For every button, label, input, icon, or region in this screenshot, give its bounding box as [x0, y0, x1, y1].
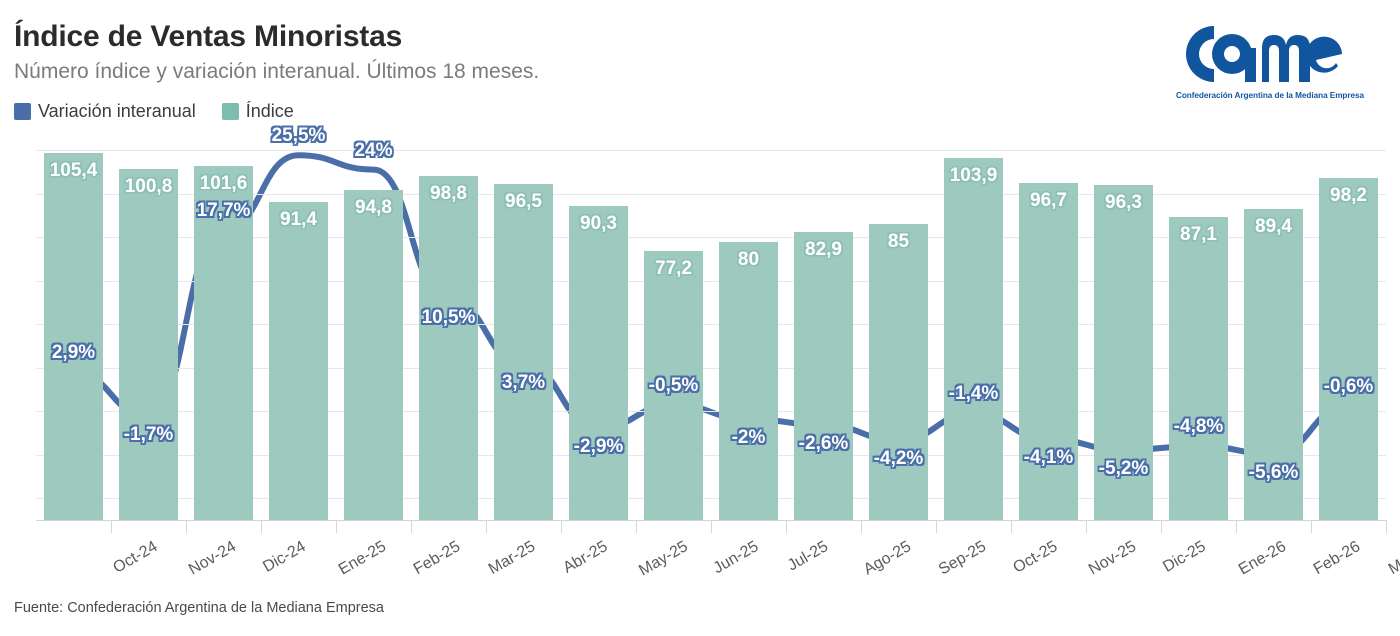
- legend-swatch-icon: [14, 103, 31, 120]
- gridline: [36, 193, 1386, 195]
- axis-tick: [861, 520, 862, 533]
- axis-tick: [261, 520, 262, 533]
- x-axis-label: Mar-26: [1385, 538, 1400, 579]
- x-axis-label: Nov-25: [1085, 538, 1139, 579]
- axis-tick: [486, 520, 487, 533]
- gridline: [36, 324, 1386, 325]
- plot-area: 105,4 Oct-24 100,8 Nov-24 101,6 Dic-24 91,4 Ene…: [36, 125, 1400, 579]
- x-axis-label: Feb-26: [1310, 538, 1363, 579]
- came-wordmark-icon: [1186, 26, 1342, 82]
- axis-tick: [1236, 520, 1237, 533]
- x-axis-label: Dic-24: [259, 538, 309, 576]
- axis-tick: [336, 520, 337, 533]
- legend-item-indice[interactable]: Índice: [221, 101, 294, 122]
- axis-tick: [711, 520, 712, 533]
- axis-tick: [1386, 520, 1387, 533]
- bar-oct-25[interactable]: [943, 158, 1004, 520]
- bar-sep-25[interactable]: [868, 224, 929, 520]
- bar-jun-25[interactable]: [643, 251, 704, 520]
- page-title: Índice de Ventas Minoristas: [14, 20, 403, 53]
- gridline: [36, 498, 1386, 499]
- legend-swatch-icon: [221, 103, 239, 120]
- gridline: [36, 454, 1386, 456]
- axis-tick: [111, 520, 112, 533]
- x-axis-label: Sep-25: [935, 538, 989, 579]
- gridline: [36, 280, 1386, 282]
- axis-tick: [636, 520, 637, 533]
- bar-jul-25[interactable]: [718, 241, 779, 520]
- bar-ene-25[interactable]: [268, 201, 329, 520]
- chart-legend: Variación interanual Índice: [14, 101, 294, 122]
- bar-nov-25[interactable]: [1018, 183, 1079, 520]
- came-logo: Confederación Argentina de la Mediana Em…: [1170, 18, 1370, 108]
- x-axis-label: Dic-25: [1159, 538, 1209, 576]
- legend-item-variacion[interactable]: Variación interanual: [14, 101, 196, 122]
- x-axis-label: Oct-24: [109, 538, 161, 577]
- bar-mar-26[interactable]: [1318, 178, 1379, 520]
- axis-tick: [1086, 520, 1087, 533]
- x-axis-label: Jun-25: [710, 538, 761, 578]
- axis-tick: [1011, 520, 1012, 533]
- gridline: [36, 411, 1386, 412]
- x-axis-label: Abr-25: [559, 538, 611, 577]
- bar-oct-24[interactable]: [43, 153, 104, 520]
- page-subtitle: Número índice y variación interanual. Úl…: [14, 60, 540, 83]
- bar-ene-26[interactable]: [1168, 216, 1229, 520]
- x-axis-label: Jul-25: [784, 538, 831, 575]
- axis-tick: [561, 520, 562, 533]
- bar-abr-25[interactable]: [493, 184, 554, 520]
- x-axis-label: Feb-25: [410, 538, 463, 579]
- x-axis-label: Ago-25: [860, 538, 914, 579]
- x-axis-label: Oct-25: [1009, 538, 1061, 577]
- axis-tick: [1161, 520, 1162, 533]
- logo-tagline: Confederación Argentina de la Mediana Em…: [1175, 91, 1365, 100]
- bar-ago-25[interactable]: [793, 231, 854, 520]
- bar-feb-26[interactable]: [1243, 208, 1304, 520]
- x-axis-label: Nov-24: [185, 538, 239, 579]
- bar-dic-25[interactable]: [1093, 184, 1154, 520]
- source-note: Fuente: Confederación Argentina de la Me…: [14, 600, 384, 616]
- axis-tick: [1311, 520, 1312, 533]
- axis-tick: [411, 520, 412, 533]
- bar-may-25[interactable]: [568, 205, 629, 520]
- bar-mar-25[interactable]: [418, 176, 479, 520]
- x-axis-label: Ene-26: [1235, 538, 1289, 579]
- legend-label: Índice: [245, 101, 294, 121]
- bar-nov-24[interactable]: [118, 169, 179, 520]
- variation-line-path: [70, 152, 1352, 457]
- chart-header: Índice de Ventas Minoristas Número índic…: [0, 0, 1400, 140]
- bar-feb-25[interactable]: [343, 190, 404, 520]
- x-axis-label: Ene-25: [335, 538, 389, 579]
- axis-tick: [186, 520, 187, 533]
- gridline: [36, 367, 1386, 369]
- gridline: [36, 237, 1386, 238]
- axis-tick: [936, 520, 937, 533]
- axis-tick: [786, 520, 787, 533]
- legend-label: Variación interanual: [38, 101, 196, 121]
- chart-area: 105,4 Oct-24 100,8 Nov-24 101,6 Dic-24 91,4 Ene…: [0, 125, 1400, 590]
- gridline: [36, 150, 1386, 151]
- bar-dic-24[interactable]: [193, 166, 254, 520]
- x-axis-label: Mar-25: [485, 538, 538, 579]
- x-axis-label: May-25: [635, 538, 691, 580]
